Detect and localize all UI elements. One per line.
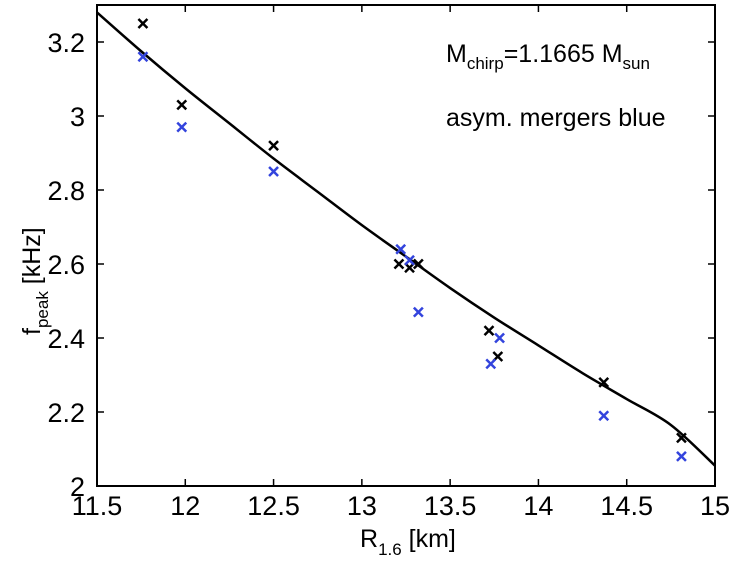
blue-marker <box>412 306 424 318</box>
x-tick-label: 15 <box>700 491 730 521</box>
black-marker <box>268 140 279 151</box>
blue-marker <box>598 410 610 422</box>
x-tick-label: 14 <box>523 491 553 521</box>
data-points <box>137 18 687 462</box>
blue-marker <box>494 332 505 344</box>
blue-marker <box>176 121 188 133</box>
x-tick-label: 12.5 <box>247 491 300 521</box>
x-tick-label: 11.5 <box>72 491 123 521</box>
x-axis-label: R1.6 [km] <box>360 525 456 559</box>
black-marker <box>412 258 424 270</box>
y-tick-label: 2.2 <box>47 398 85 428</box>
x-tick-label: 12 <box>170 491 200 521</box>
y-axis-label: fpeak [kHz] <box>18 227 52 335</box>
black-marker <box>137 18 149 29</box>
x-tick-label: 14.5 <box>600 491 653 521</box>
annotation-asym: asym. mergers blue <box>446 104 666 132</box>
y-tick-label: 2.6 <box>47 250 85 280</box>
x-tick-label: 13.5 <box>424 491 477 521</box>
y-tick-label: 2.4 <box>47 324 85 354</box>
y-tick-label: 2.8 <box>47 176 85 206</box>
blue-marker <box>676 451 687 462</box>
annotation-mchirp: Mchirp=1.1665 Msun <box>446 40 650 73</box>
tick-labels: 11.5 12 12.5 13 13.5 14 14.5 15 2 2.2 2.4 2.6 2.8 3 3.… <box>47 28 730 521</box>
black-marker <box>393 258 405 270</box>
y-tick-label: 3 <box>70 102 85 132</box>
black-marker <box>676 432 687 444</box>
black-marker <box>176 99 188 111</box>
black-marker <box>598 377 610 388</box>
x-tick-label: 13 <box>347 491 377 521</box>
blue-marker <box>404 254 415 266</box>
axis-ticks <box>96 5 716 487</box>
y-tick-label: 3.2 <box>47 28 85 58</box>
blue-marker <box>485 358 497 370</box>
y-tick-label: 2 <box>70 472 85 502</box>
blue-marker <box>137 51 149 63</box>
black-marker <box>483 325 495 336</box>
blue-marker <box>268 166 279 177</box>
blue-marker <box>395 243 407 255</box>
